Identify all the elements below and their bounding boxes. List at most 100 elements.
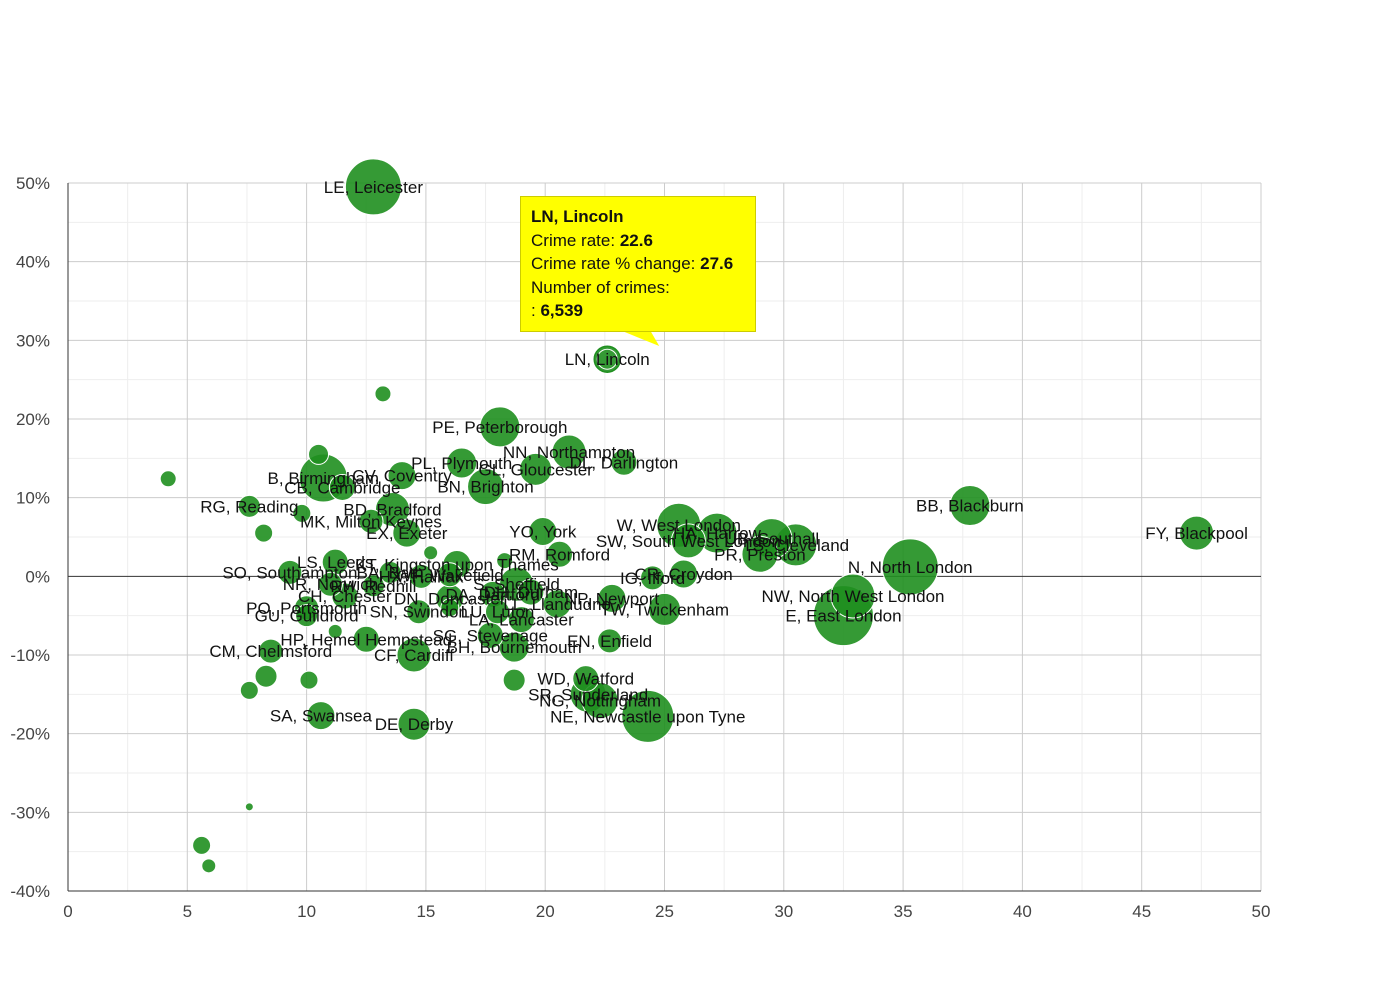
bubble <box>467 468 505 506</box>
bubble-label: HA, Harrow <box>673 524 762 543</box>
bubble-label: NE, Newcastle upon Tyne <box>550 707 745 726</box>
x-tick-label: 20 <box>536 902 555 921</box>
bubble-label: CR, Croydon <box>634 565 732 584</box>
x-axis-ticks: 0 5 10 15 20 25 30 35 40 45 50 <box>63 902 1270 921</box>
bubble <box>327 623 343 639</box>
tooltip-count-prefix: : <box>531 301 536 320</box>
y-axis-ticks: 50% 40% 30% 20% 10% 0% -10% -20% -30% -40% <box>10 174 50 901</box>
bubble-label: SW, South West London <box>596 532 781 551</box>
bubble-label: LA, Lancaster <box>469 611 574 630</box>
bubble-label: RH, Redhill <box>330 577 416 596</box>
bubble <box>306 701 336 731</box>
x-tick-label: 40 <box>1013 902 1032 921</box>
tooltip-title: LN, Lincoln <box>531 207 624 226</box>
bubble-label: SR, Sunderland <box>528 685 648 704</box>
bubble <box>949 485 991 527</box>
bubble <box>648 592 681 626</box>
bubble <box>254 523 274 543</box>
bubble <box>496 552 514 570</box>
bubble-label: N, North London <box>848 558 973 577</box>
bubble-label: DA, Dartford <box>445 585 539 604</box>
y-tick-label: -20% <box>10 725 50 744</box>
bubble <box>476 621 504 649</box>
bubble <box>159 470 177 488</box>
bubble <box>610 448 638 476</box>
y-tick-label: -10% <box>10 646 50 665</box>
bubble-label: W, West London <box>617 516 741 535</box>
tooltip-change-value: 27.6 <box>700 254 734 273</box>
bubble <box>396 637 432 673</box>
bubble-label: UB, Southall <box>725 530 820 549</box>
tooltip-count-label: Number of crimes: <box>531 277 670 297</box>
bubble-label: S, Sheffield <box>473 575 560 594</box>
bubble-label: PR, Preston <box>714 545 806 564</box>
x-tick-label: 45 <box>1132 902 1151 921</box>
x-tick-label: 35 <box>894 902 913 921</box>
bubble <box>254 664 278 688</box>
bubble-label: BA, Bath <box>357 563 424 582</box>
bubble <box>408 563 434 589</box>
bubble-label: EX, Exeter <box>366 524 448 543</box>
bubble <box>572 665 600 693</box>
x-tick-label: 0 <box>63 902 72 921</box>
bubble <box>258 638 284 664</box>
y-tick-label: -40% <box>10 882 50 901</box>
bubble <box>344 158 402 216</box>
x-tick-label: 30 <box>774 902 793 921</box>
bubble-label: EN, Enfield <box>567 632 652 651</box>
bubble-label: SG, Stevenage <box>433 626 548 645</box>
bubble-label: PO, Portsmouth <box>246 599 367 618</box>
bubble-label: NW, North West London <box>761 587 944 606</box>
bubble-label: LU, Luton <box>461 603 535 622</box>
bubble <box>669 559 699 589</box>
bubble-label: GL, Gloucester <box>478 460 593 479</box>
bubble <box>406 599 432 625</box>
tooltip-rate-label: Crime rate: <box>531 230 616 250</box>
bubble <box>328 473 356 501</box>
bubble <box>352 625 380 653</box>
bubble <box>621 689 675 743</box>
bubble-label: FY, Blackpool <box>1145 524 1248 543</box>
bubble-label: CB, Cambridge <box>284 478 400 497</box>
y-tick-label: -30% <box>10 803 50 822</box>
bubble <box>239 680 259 700</box>
bubble-label: MK, Milton Keynes <box>300 512 442 531</box>
bubble <box>640 565 666 591</box>
y-tick-label: 10% <box>16 489 50 508</box>
bubble <box>479 406 521 448</box>
bubble-label: IG, Ilford <box>620 569 685 588</box>
bubble-label: HP, Hemel Hempstead <box>280 630 452 649</box>
bubble-label: SN, Swindon <box>370 603 468 622</box>
bubble-label: NG, Nottingham <box>539 692 661 711</box>
bubble-label: DL, Darlington <box>570 453 679 472</box>
y-tick-label: 50% <box>16 174 50 193</box>
bubble <box>498 631 530 663</box>
bubble-label: KT, Kingston upon Thames <box>355 556 559 575</box>
bubble <box>881 538 939 596</box>
y-tick-label: 30% <box>16 331 50 350</box>
bubble <box>317 571 343 597</box>
bubble-label: CM, Chelmsford <box>209 642 332 661</box>
bubble <box>597 583 627 613</box>
bubble-label: WF, Wakefield <box>396 566 504 585</box>
bubble <box>593 345 621 373</box>
bubble-label: LS, Leeds <box>297 553 374 572</box>
bubble <box>519 452 553 486</box>
bubble-label: LL, Llandudno <box>503 595 611 614</box>
bubble-label: BD, Bradford <box>343 500 441 519</box>
bubble <box>374 491 410 527</box>
tooltip-change-label: Crime rate % change: <box>531 254 696 273</box>
bubble <box>237 494 261 518</box>
bubble-label: CV, Coventry <box>352 467 452 486</box>
y-tick-label: 40% <box>16 253 50 272</box>
bubble-label: HX, Halifax <box>379 567 465 586</box>
bubble-label: BB, Blackburn <box>916 497 1024 516</box>
bubble-label: DN, Doncaster <box>394 589 506 608</box>
bubble <box>392 518 422 548</box>
x-tick-label: 25 <box>655 902 674 921</box>
bubble-label: LE, Leicester <box>324 178 424 197</box>
y-tick-label: 0% <box>25 567 50 586</box>
bubble <box>517 578 545 606</box>
bubble <box>308 443 330 465</box>
